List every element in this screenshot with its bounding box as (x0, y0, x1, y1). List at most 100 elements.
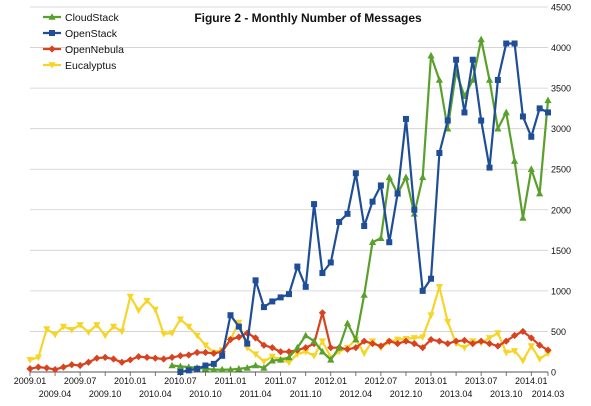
openstack-point (302, 283, 309, 290)
opennebula-point (68, 361, 76, 369)
legend-label: OpenNebula (65, 44, 124, 56)
cloudstack-series (168, 35, 552, 373)
y-tick-label: 4500 (551, 3, 571, 13)
cloudstack-point (210, 365, 218, 373)
cloudstack-point (302, 331, 310, 339)
openstack-line (180, 42, 549, 374)
y-tick-label: 2500 (551, 165, 571, 175)
opennebula-point (460, 336, 469, 344)
cloudstack-point (176, 362, 184, 370)
opennebula-point (502, 337, 510, 345)
openstack-point (469, 56, 476, 63)
eucalyptus-point (460, 344, 469, 352)
opennebula-point (427, 335, 435, 344)
cloudstack-point (277, 356, 285, 363)
openstack-point (286, 291, 292, 298)
openstack-point (386, 239, 393, 246)
eucalyptus-point (26, 357, 34, 364)
x-tick-label: 2012.01 (315, 376, 348, 386)
cloudstack-legend-marker (48, 13, 56, 20)
eucalyptus-point (544, 350, 552, 358)
openstack-point (361, 223, 368, 229)
y-tick-label: 2000 (551, 205, 571, 215)
opennebula-point (168, 353, 176, 361)
opennebula-point (84, 358, 93, 366)
openstack-point (336, 218, 343, 225)
opennebula-point (360, 337, 368, 345)
eucalyptus-point (435, 284, 443, 291)
series-lines (26, 35, 552, 375)
cloudstack-point (310, 337, 318, 344)
opennebula-point (226, 335, 235, 344)
cloudstack-point (260, 364, 268, 371)
opennebula-point (268, 344, 276, 352)
opennebula-point (135, 352, 143, 361)
cloudstack-point (385, 173, 393, 181)
y-tick-label: 1500 (551, 246, 571, 256)
openstack-point (411, 206, 418, 213)
y-tick-label: 500 (551, 327, 566, 337)
openstack-point (402, 115, 409, 122)
opennebula-point (544, 346, 552, 354)
cloudstack-point (419, 173, 427, 181)
legend-item-openstack: OpenStack (43, 28, 118, 40)
openstack-point (194, 365, 201, 372)
opennebula-point (385, 337, 393, 345)
openstack-point (428, 275, 435, 282)
openstack-point (252, 277, 259, 284)
eucalyptus-point (444, 318, 452, 326)
legend: CloudStack OpenStack OpenNebula Eucalyptus (43, 12, 124, 72)
y-tick-label: 1000 (551, 286, 571, 296)
cloudstack-point (168, 361, 176, 369)
openstack-point (377, 182, 384, 189)
eucalyptus-point (160, 331, 168, 338)
cloudstack-point (510, 157, 519, 164)
eucalyptus-point (201, 342, 210, 350)
openstack-point (511, 40, 518, 47)
eucalyptus-point (410, 335, 418, 342)
cloudstack-point (427, 51, 435, 59)
openstack-point (185, 367, 192, 374)
opennebula-point (485, 340, 494, 348)
eucalyptus-point (519, 357, 527, 365)
opennebula-point (76, 361, 84, 370)
opennebula-point (34, 363, 42, 371)
x-tick-label: 2010.01 (114, 376, 147, 386)
opennebula-point (394, 340, 402, 348)
openstack-point (260, 304, 267, 311)
openstack-point (352, 170, 359, 177)
cloudstack-point (285, 353, 293, 361)
eucalyptus-point (118, 328, 126, 336)
opennebula-point (377, 342, 385, 350)
opennebula-point (59, 363, 68, 371)
cloudstack-point (402, 173, 410, 181)
cloudstack-point (343, 319, 352, 327)
cloudstack-point (377, 234, 385, 241)
cloudstack-point (477, 35, 485, 43)
eucalyptus-point (251, 351, 260, 358)
legend-item-eucalyptus: Eucalyptus (43, 60, 116, 72)
opennebula-point (201, 348, 210, 357)
x-tick-label: 2011.04 (240, 389, 272, 399)
eucalyptus-point (310, 352, 318, 360)
opennebula-point (302, 344, 310, 352)
eucalyptus-point (360, 350, 368, 358)
openstack-point (545, 109, 551, 116)
cloudstack-point (251, 361, 260, 369)
x-tick-label: 2010.07 (164, 376, 197, 386)
cloudstack-point (218, 365, 226, 373)
eucalyptus-point (235, 319, 243, 327)
y-tick-label: 3000 (551, 124, 571, 134)
eucalyptus-point (168, 330, 176, 337)
eucalyptus-point (260, 358, 268, 366)
cloudstack-point (435, 76, 443, 83)
openstack-point (486, 164, 493, 171)
openstack-series (177, 40, 551, 375)
eucalyptus-point (51, 331, 59, 339)
opennebula-point (318, 309, 327, 317)
openstack-point (311, 201, 318, 208)
opennebula-point (51, 365, 59, 374)
openstack-point (528, 133, 535, 140)
x-tick-label: 2013.04 (440, 389, 473, 399)
openstack-point (327, 259, 334, 266)
